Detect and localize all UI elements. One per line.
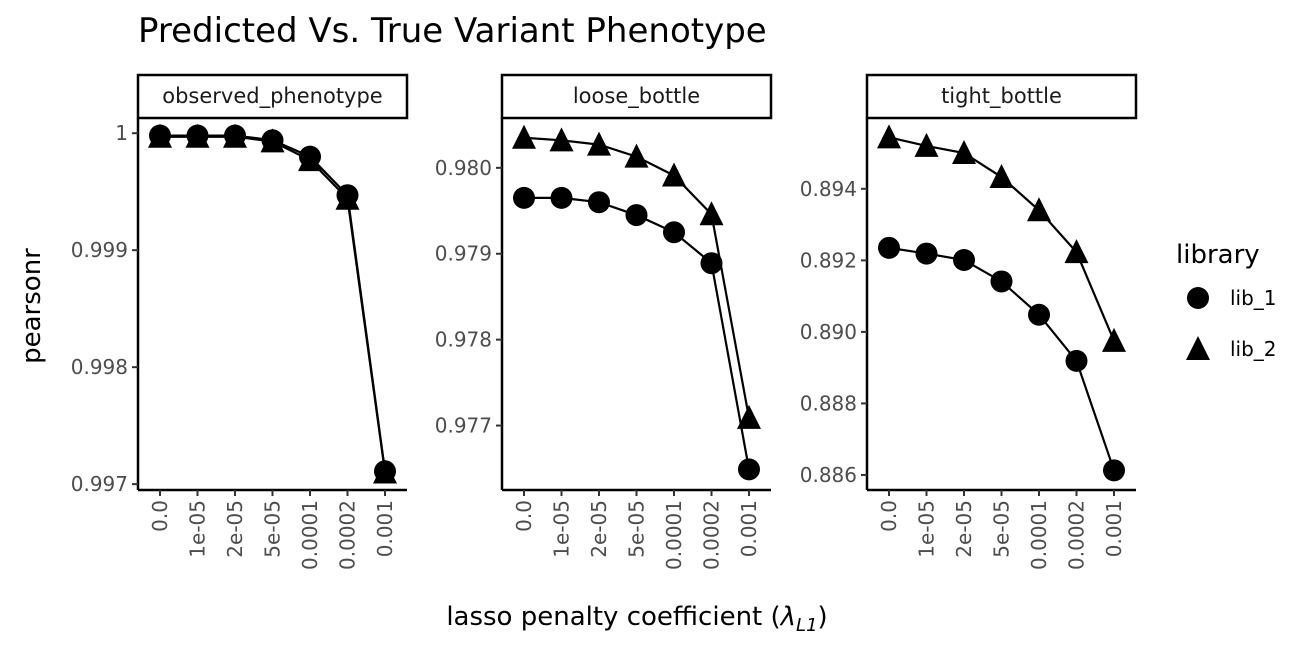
data-point-triangle xyxy=(587,131,611,156)
x-tick-label: 0.0 xyxy=(148,500,172,532)
x-tick-label: 0.0001 xyxy=(662,500,686,570)
data-point-triangle xyxy=(512,124,536,149)
x-tick-label: 0.0002 xyxy=(1065,500,1089,570)
facet-panel-loose-bottle: loose_bottle 0.977 0.978 0.979 0.980 0.0 1e-05… xyxy=(435,73,773,570)
x-tick-label: 2e-05 xyxy=(952,500,976,558)
y-tick-label: 0.980 xyxy=(435,156,492,180)
data-point-triangle xyxy=(260,128,285,153)
x-tick-label: 0.0002 xyxy=(700,500,724,570)
data-point-triangle xyxy=(699,201,724,226)
facet-panels: observed_phenotype 0.997 0.998 0.999 1 0.0 1e-… xyxy=(71,73,1138,570)
data-point-circle xyxy=(663,221,685,244)
y-tick-label: 0.979 xyxy=(435,242,492,266)
x-tick-label: 1e-05 xyxy=(186,500,210,558)
y-tick-label: 0.997 xyxy=(71,472,128,496)
data-point-circle xyxy=(738,458,760,481)
y-tick-label: 0.892 xyxy=(800,248,857,272)
x-tick-label: 0.001 xyxy=(737,500,761,557)
facet-panel-tight-bottle: tight_bottle 0.886 0.888 0.890 0.892 0.894 0.0… xyxy=(800,73,1138,570)
data-point-triangle xyxy=(185,123,210,148)
y-tick-label: 0.890 xyxy=(800,320,857,344)
facet-strip-label: tight_bottle xyxy=(941,84,1062,109)
x-tick-label: 0.0001 xyxy=(298,500,322,570)
y-tick-label: 0.886 xyxy=(800,463,857,487)
y-tick-label: 0.999 xyxy=(71,238,128,262)
legend-title: library xyxy=(1176,240,1260,270)
data-point-circle xyxy=(550,186,573,209)
data-point-circle xyxy=(953,249,975,272)
x-tick-label: 1e-05 xyxy=(550,500,574,558)
data-point-triangle xyxy=(549,127,574,152)
facet-strip-label: observed_phenotype xyxy=(162,84,382,109)
data-point-triangle xyxy=(335,185,360,210)
x-axis-title: lasso penalty coefficient (λL1) xyxy=(446,602,827,636)
legend-marker-lib-1 xyxy=(1187,287,1209,309)
x-tick-label: 5e-05 xyxy=(990,500,1014,558)
series-lib-2 xyxy=(148,123,397,484)
data-point-circle xyxy=(1028,303,1050,326)
data-point-triangle xyxy=(624,143,649,168)
data-point-triangle xyxy=(373,459,397,484)
data-point-circle xyxy=(625,204,648,227)
data-point-triangle xyxy=(1064,239,1089,264)
x-axis-title-close: ) xyxy=(818,602,828,632)
facet-panel-observed-phenotype: observed_phenotype 0.997 0.998 0.999 1 0.0 1e-… xyxy=(71,73,409,570)
facet-strip-box xyxy=(136,73,409,120)
data-point-circle xyxy=(700,252,723,275)
x-tick-label: 0.001 xyxy=(373,500,397,557)
data-point-circle xyxy=(1103,459,1125,482)
facet-strip-label: loose_bottle xyxy=(573,84,700,109)
x-tick-label: 0.0 xyxy=(512,500,536,532)
legend: library lib_1 lib_2 xyxy=(1176,240,1277,361)
x-tick-label: 1e-05 xyxy=(915,500,939,558)
x-tick-label: 5e-05 xyxy=(625,500,649,558)
data-point-circle xyxy=(915,242,938,265)
x-tick-label: 0.0002 xyxy=(336,500,360,570)
y-tick-label: 1 xyxy=(115,121,128,145)
x-tick-label: 0.001 xyxy=(1102,500,1126,557)
y-tick-label: 0.978 xyxy=(435,328,492,352)
data-point-circle xyxy=(990,270,1013,293)
y-tick-label: 0.977 xyxy=(435,414,492,438)
x-tick-label: 2e-05 xyxy=(587,500,611,558)
data-point-triangle xyxy=(737,404,761,429)
series-lib-1 xyxy=(149,124,396,483)
legend-label-lib-1: lib_1 xyxy=(1230,286,1277,310)
data-point-circle xyxy=(1065,349,1088,372)
y-tick-label: 0.894 xyxy=(800,177,857,201)
x-tick-label: 0.0001 xyxy=(1027,500,1051,570)
data-point-triangle xyxy=(877,124,901,149)
series-lib-2 xyxy=(512,124,761,429)
data-point-triangle xyxy=(1027,197,1051,222)
facet-strip-box xyxy=(865,73,1138,120)
series-lib-1 xyxy=(513,186,760,481)
y-tick-label: 0.888 xyxy=(800,391,857,415)
x-axis-title-lambda: λ xyxy=(779,602,796,632)
data-point-triangle xyxy=(914,132,939,157)
data-point-triangle xyxy=(662,162,686,187)
y-axis-title: pearsonr xyxy=(17,248,47,364)
data-point-triangle xyxy=(989,164,1014,189)
data-point-triangle xyxy=(148,123,172,148)
x-axis-title-subscript: L1 xyxy=(796,615,817,636)
facet-strip-box xyxy=(500,73,773,120)
data-point-circle xyxy=(513,186,535,209)
legend-marker-lib-2 xyxy=(1186,336,1210,360)
data-point-triangle xyxy=(952,140,976,165)
chart-title: Predicted Vs. True Variant Phenotype xyxy=(138,11,767,51)
legend-label-lib-2: lib_2 xyxy=(1230,337,1277,361)
series-lib-1 xyxy=(878,236,1125,482)
series-lib-2 xyxy=(877,124,1126,352)
data-point-circle xyxy=(588,191,610,214)
data-point-triangle xyxy=(298,147,322,172)
y-tick-label: 0.998 xyxy=(71,355,128,379)
x-tick-label: 5e-05 xyxy=(261,500,285,558)
data-point-triangle xyxy=(223,123,247,148)
data-point-circle xyxy=(878,236,900,259)
x-tick-label: 2e-05 xyxy=(223,500,247,558)
data-point-triangle xyxy=(1102,327,1126,352)
x-axis-title-text: lasso penalty coefficient ( xyxy=(446,602,780,632)
x-tick-label: 0.0 xyxy=(877,500,901,532)
